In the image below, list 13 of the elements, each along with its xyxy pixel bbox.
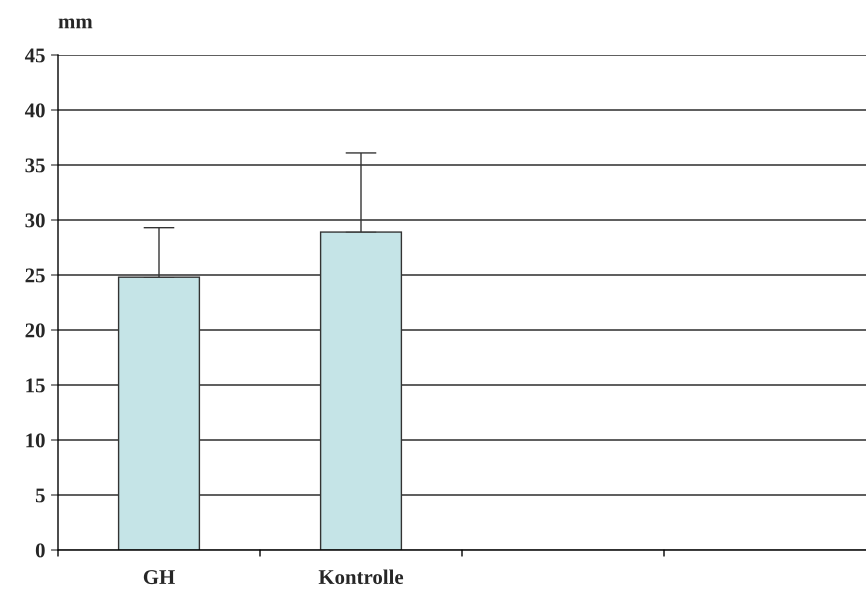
y-tick-label: 0 bbox=[36, 543, 45, 558]
y-tick-label: 45 bbox=[24, 48, 45, 62]
x-tick-label: Kontrolle bbox=[318, 569, 404, 584]
y-tick-label: 30 bbox=[25, 213, 45, 228]
y-tick-label: 15 bbox=[26, 378, 45, 392]
y-tick-label: 35 bbox=[25, 158, 45, 172]
y-axis-title: mm bbox=[58, 18, 92, 28]
x-tick-label: GH bbox=[144, 570, 175, 584]
y-tick-label: 10 bbox=[26, 433, 45, 448]
y-tick-label: 5 bbox=[36, 488, 45, 502]
y-tick-label: 40 bbox=[24, 103, 45, 118]
y-tick-label: 25 bbox=[26, 268, 45, 282]
y-tick-label: 20 bbox=[26, 323, 45, 338]
